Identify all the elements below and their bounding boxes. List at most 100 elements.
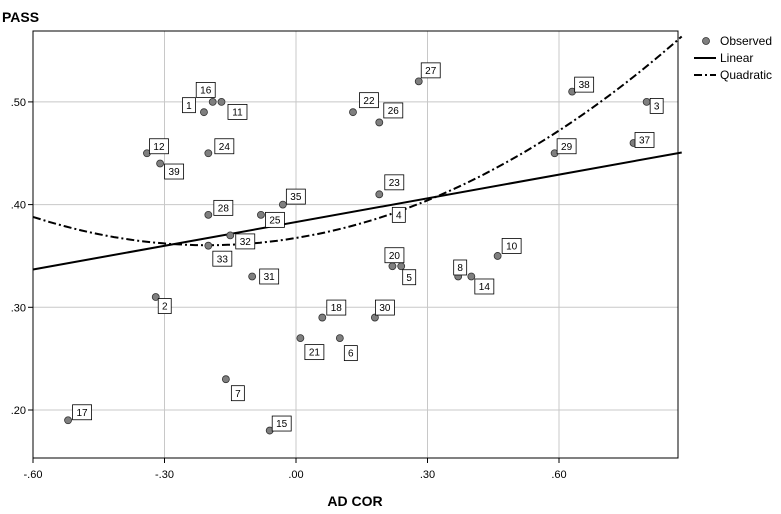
point-label-box <box>230 385 245 402</box>
point-label-text: 10 <box>506 242 518 253</box>
point-label: 26 <box>383 102 404 119</box>
data-point <box>64 416 72 425</box>
point-label-box <box>265 211 285 228</box>
point-label-text: 3 <box>654 102 660 113</box>
point-label-text: 6 <box>348 349 354 360</box>
point-label-text: 25 <box>269 215 281 226</box>
data-point <box>221 375 230 384</box>
point-label: 33 <box>212 250 233 267</box>
point-label-box <box>72 404 92 421</box>
point-label-text: 30 <box>379 303 391 314</box>
point-label-text: 16 <box>200 86 212 97</box>
point-label-text: 12 <box>153 142 165 153</box>
x-tick-label: -.60 <box>24 469 43 481</box>
point-label-box <box>420 62 441 79</box>
point-label-text: 15 <box>276 419 288 430</box>
linear-fit-line <box>32 151 682 271</box>
point-label: 24 <box>214 138 235 155</box>
point-label: 23 <box>384 174 405 191</box>
data-point <box>349 108 357 117</box>
point-label-text: 31 <box>264 272 276 283</box>
point-labels: 1234567810111214151617182021222324252627… <box>72 62 664 432</box>
data-point <box>200 108 208 117</box>
point-label-text: 20 <box>389 251 401 262</box>
point-label: 14 <box>474 278 495 295</box>
point-label-text: 29 <box>561 142 573 153</box>
data-point <box>335 334 344 343</box>
point-label-box <box>157 298 172 314</box>
x-tick-label: .30 <box>420 469 435 481</box>
point-label-box <box>149 138 169 155</box>
point-label-box <box>214 138 235 155</box>
point-label-text: 27 <box>425 66 437 77</box>
data-point <box>278 200 287 209</box>
point-label-box <box>359 92 379 109</box>
point-label: 20 <box>384 247 405 264</box>
point-label: 2 <box>157 298 172 314</box>
point-label: 32 <box>235 233 256 250</box>
data-point <box>156 159 165 168</box>
point-label: 39 <box>164 163 185 180</box>
y-axis-title: PASS <box>2 9 39 25</box>
point-label-text: 39 <box>169 167 181 178</box>
point-label: 21 <box>304 344 325 361</box>
point-label-text: 1 <box>186 101 192 112</box>
point-label-box <box>574 76 595 93</box>
point-label-box <box>384 174 405 191</box>
point-label: 12 <box>149 138 169 155</box>
point-label-text: 17 <box>77 408 89 419</box>
point-label-box <box>383 102 404 119</box>
point-label-box <box>227 104 248 120</box>
point-label-text: 38 <box>579 80 591 91</box>
point-label-box <box>212 250 233 267</box>
legend-observed-label: Observed <box>720 34 772 48</box>
point-label-box <box>384 247 405 264</box>
y-tick-label: .50 <box>11 97 26 109</box>
point-label: 6 <box>343 345 358 362</box>
point-label-text: 5 <box>406 273 412 284</box>
point-label-text: 11 <box>232 108 243 119</box>
data-point <box>370 313 379 322</box>
point-label-text: 2 <box>162 302 168 313</box>
point-label-text: 35 <box>290 192 302 203</box>
point-label-box <box>259 268 280 285</box>
data-point <box>204 210 213 219</box>
point-label-box <box>182 97 196 114</box>
point-label-text: 14 <box>479 282 491 293</box>
point-label: 27 <box>420 62 441 79</box>
point-label: 11 <box>227 104 248 120</box>
data-point <box>226 231 235 240</box>
point-label: 29 <box>556 138 577 155</box>
point-label-text: 28 <box>218 203 230 214</box>
gridlines <box>33 31 678 458</box>
data-point <box>151 293 160 301</box>
point-label-text: 18 <box>331 303 343 314</box>
point-label-box <box>343 345 358 362</box>
data-point <box>467 272 476 281</box>
point-label-text: 23 <box>389 178 401 189</box>
data-point <box>493 252 502 260</box>
legend: Observed Linear Quadratic <box>694 34 772 82</box>
data-point <box>375 118 384 127</box>
point-label: 4 <box>391 206 406 223</box>
point-label-text: 22 <box>363 96 375 107</box>
point-label: 1 <box>182 97 196 114</box>
point-label: 22 <box>359 92 379 109</box>
data-point <box>208 98 217 106</box>
data-point <box>257 210 265 219</box>
point-label-box <box>556 138 577 155</box>
point-label-box <box>285 188 306 205</box>
point-label-text: 7 <box>235 389 241 400</box>
point-label: 17 <box>72 404 92 421</box>
point-label-box <box>402 269 417 286</box>
point-label-box <box>501 238 522 254</box>
point-label: 10 <box>501 238 522 254</box>
point-label: 37 <box>634 132 655 148</box>
legend-linear-label: Linear <box>720 51 753 65</box>
point-label: 28 <box>213 199 234 216</box>
point-label-text: 4 <box>396 210 402 221</box>
y-tick-label: .40 <box>11 200 26 212</box>
point-label: 31 <box>259 268 280 285</box>
point-label-text: 24 <box>219 142 231 153</box>
